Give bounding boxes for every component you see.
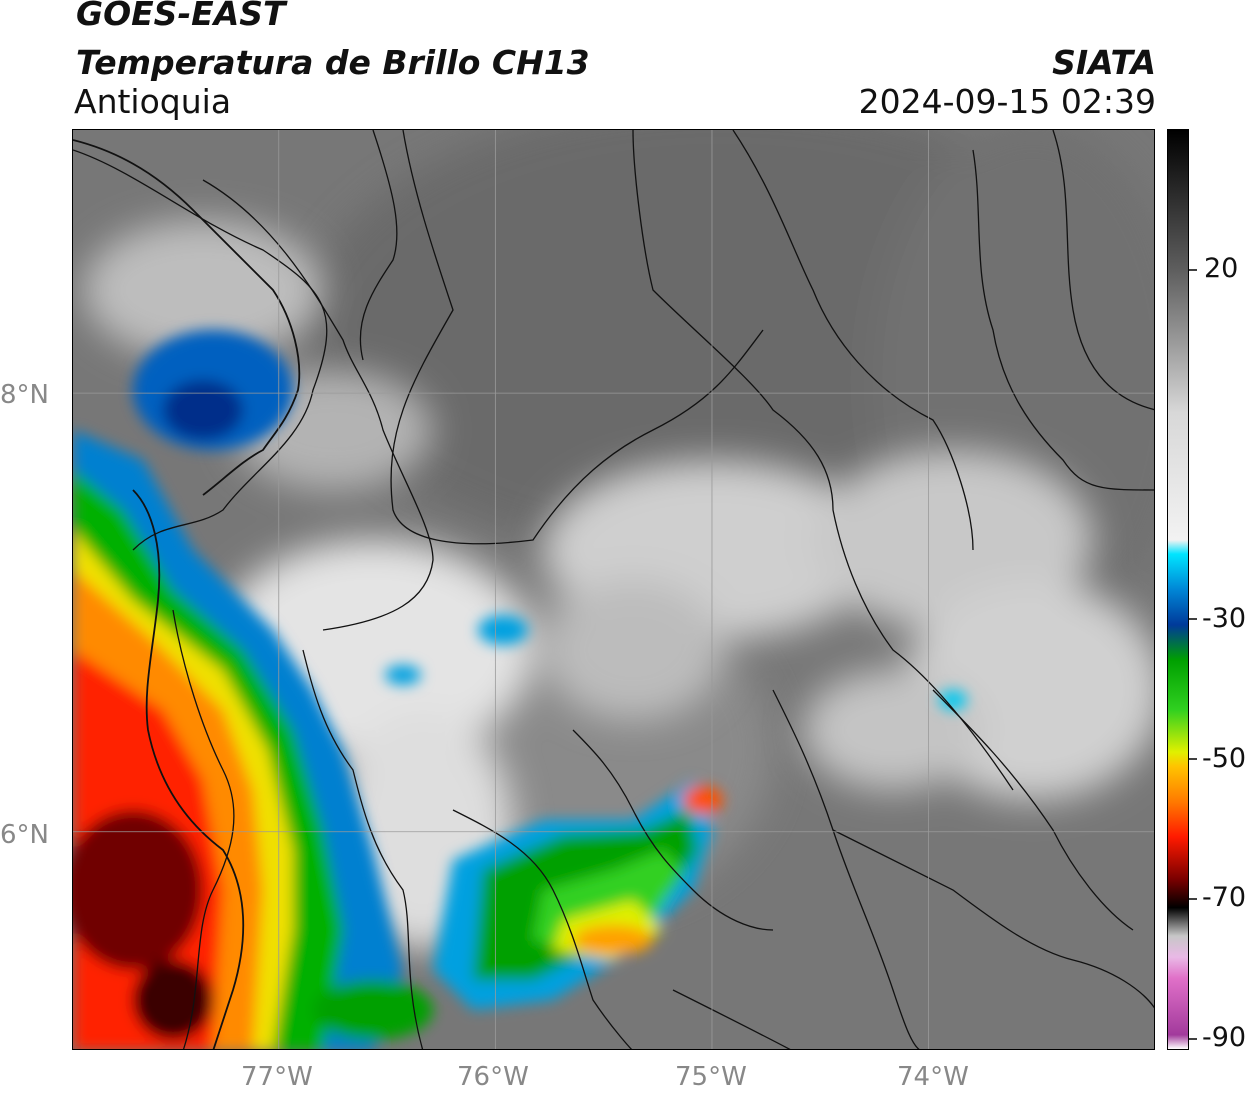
lon-label-77w: 77°W [241, 1062, 313, 1092]
colorbar [1167, 129, 1189, 1050]
colorbar-label-m90: -90 [1202, 1022, 1247, 1053]
colorbar-label-m50: -50 [1202, 743, 1247, 774]
satellite-map [72, 129, 1155, 1050]
coastline [73, 139, 301, 1049]
datetime-label: 2024-09-15 02:39 [858, 82, 1156, 121]
lon-label-76w: 76°W [457, 1062, 529, 1092]
product-title: Temperatura de Brillo CH13 [76, 43, 590, 82]
agency-label: SIATA [1052, 43, 1156, 82]
graticule [73, 130, 1154, 1049]
colorbar-label-m70: -70 [1202, 882, 1247, 913]
lon-label-75w: 75°W [675, 1062, 747, 1092]
colorbar-ticks [1189, 269, 1197, 1040]
lat-label-6n: 6°N [0, 820, 49, 850]
map-canvas [73, 130, 1154, 1049]
colorbar-label-m30: -30 [1202, 603, 1247, 634]
lat-label-8n: 8°N [0, 380, 49, 410]
region-label: Antioquia [74, 82, 232, 121]
satellite-title: GOES-EAST [76, 0, 286, 33]
lon-label-74w: 74°W [897, 1062, 969, 1092]
political-boundaries [73, 130, 1154, 1049]
colorbar-label-20: 20 [1204, 253, 1239, 284]
cold-cloud-tops [73, 330, 967, 1049]
